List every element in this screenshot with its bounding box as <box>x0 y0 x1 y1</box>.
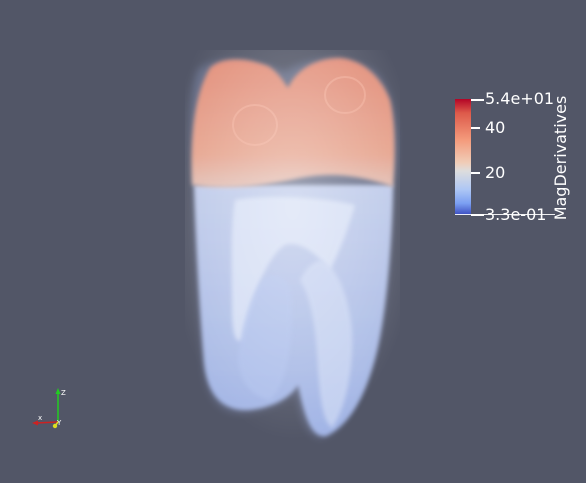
color-legend-title: MagDerivatives <box>551 95 570 221</box>
z-axis-arrow <box>55 388 61 394</box>
color-legend-max-tick <box>471 99 484 101</box>
x-axis-line <box>35 421 59 424</box>
x-axis-arrow <box>32 420 38 426</box>
color-legend-min-label: 3.3e-01 <box>485 205 547 224</box>
color-legend-tick-label-40: 40 <box>485 118 506 137</box>
color-legend-tick-label-20: 20 <box>485 163 506 182</box>
y-axis-label: Y <box>56 419 62 427</box>
color-legend-max-label: 5.4e+01 <box>485 89 555 108</box>
orientation-axes[interactable]: Z x Y <box>28 384 73 432</box>
z-axis-label: Z <box>61 389 66 397</box>
volume-glow <box>185 50 400 440</box>
y-axis-arrow <box>52 423 58 429</box>
color-legend-tick-20 <box>471 172 480 174</box>
color-legend: 5.4e+01 40 20 3.3e-01 <box>455 91 555 223</box>
x-axis-label: x <box>38 414 42 422</box>
color-legend-tick-40 <box>471 127 480 129</box>
color-legend-gradient <box>455 99 471 215</box>
color-legend-baseline <box>455 214 555 215</box>
